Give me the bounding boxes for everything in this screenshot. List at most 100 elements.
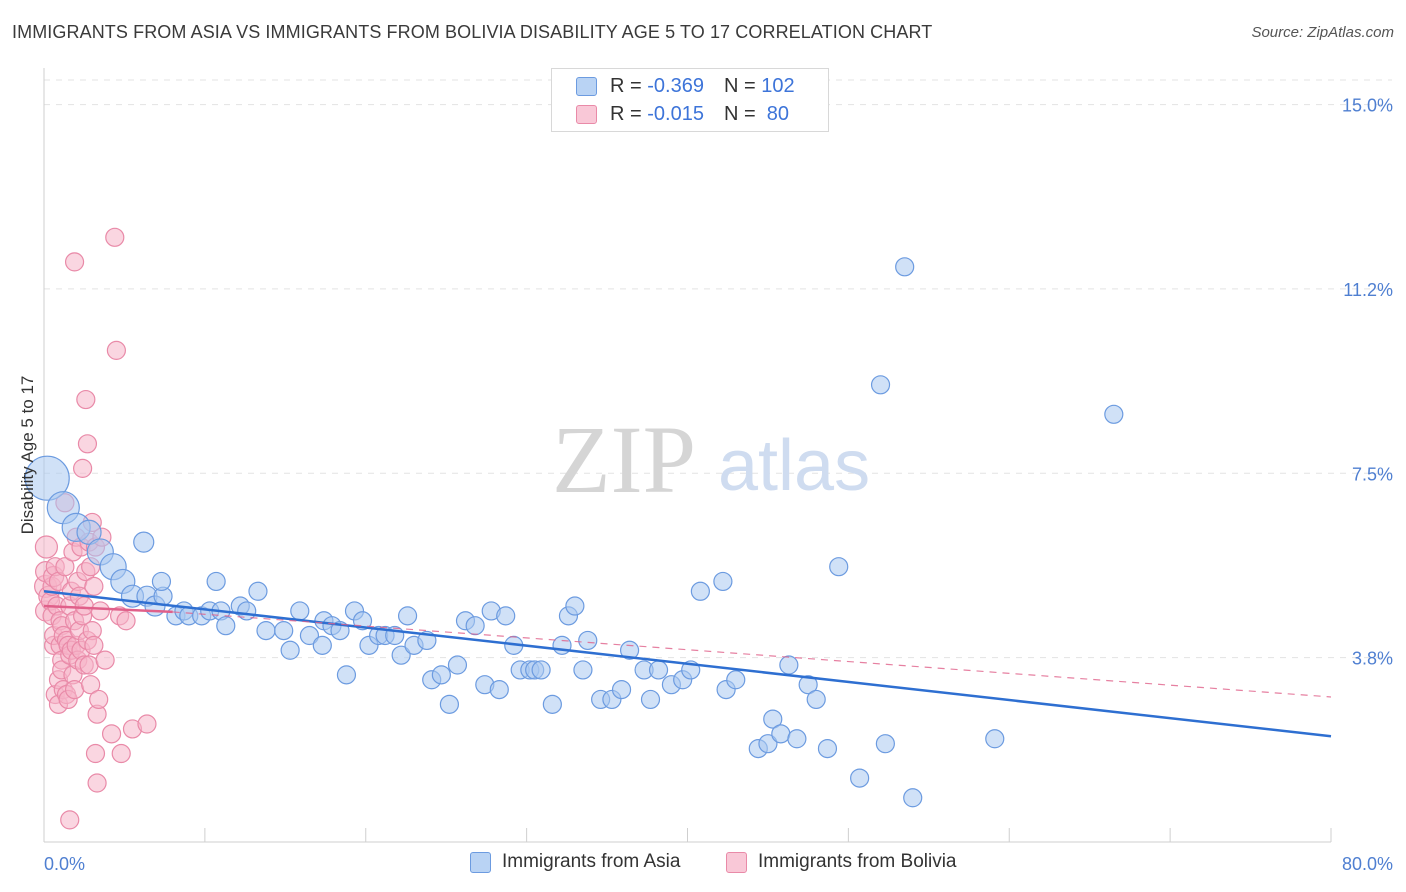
asia-point [447,655,468,675]
bolivia-point [84,635,104,655]
tick-labels: 3.8% 7.5% 11.2% 15.0% 0.0% 80.0% [44,96,1393,874]
asia-point [216,616,236,636]
asia-point [248,581,268,601]
asia-point [397,606,418,626]
legend-r-value-bolivia: -0.015 [647,103,704,125]
bolivia-point [106,340,126,360]
bolivia-point [81,675,101,695]
bolivia-point [55,557,75,577]
asia-point [531,660,551,680]
asia-point [985,729,1005,749]
bolivia-trend-extension [172,611,1332,698]
asia-point [431,665,451,685]
asia-point [391,645,411,665]
asia-point [24,455,70,501]
asia-point [133,531,155,553]
bolivia-point [137,714,157,734]
asia-point [565,596,585,616]
asia-point [489,679,509,700]
asia-point [573,660,593,680]
bolivia-trend-line [43,604,173,614]
asia-point [758,734,778,754]
asia-point [465,616,485,636]
asia-point [290,601,310,621]
legend-row-bolivia: R = -0.015 N = 80 [552,100,828,128]
asia-point [496,606,516,626]
asia-point [578,630,598,651]
asia-point [798,675,818,695]
bolivia-point [95,650,115,670]
bolivia-point [101,724,122,744]
asia-point [870,375,891,395]
asia-point [690,581,710,601]
asia-point [640,689,661,710]
bolivia-point [87,773,107,793]
legend-n-value-asia: 102 [761,75,795,97]
y-tick-label: 7.5% [1352,464,1393,484]
asia-point [76,519,102,545]
bolivia-point [90,601,110,621]
asia-point [274,621,294,641]
asia-point [256,621,276,641]
asia-point [829,557,849,577]
asia-point [299,625,320,646]
asia-point [763,709,783,729]
legend-r-label-bolivia: R = [610,103,648,125]
legend-text-asia: R = -0.369 N = 102 [610,75,795,98]
asia-point [206,571,226,592]
legend-n-label-bolivia: N = [723,103,762,125]
gridlines [44,79,1392,659]
legend-r-label-asia: R = [610,75,648,97]
y-tick-label: 11.2% [1343,280,1393,300]
bottom-legend-label-asia: Immigrants from Asia [502,851,681,872]
asia-point [771,724,791,744]
bolivia-point [60,810,80,830]
legend-row-asia: R = -0.369 N = 102 [552,72,828,100]
y-tick-label: 15.0% [1342,96,1393,116]
asia-point [806,689,826,710]
y-tick-label: 3.8% [1352,649,1393,669]
asia-point [817,738,838,759]
x-tick-label-min: 0.0% [44,854,85,874]
trend-lines [43,590,1332,738]
bolivia-point [73,458,93,478]
bottom-legend-swatch-asia [470,852,491,873]
asia-point [1104,404,1124,424]
bolivia-point [64,252,85,272]
y-axis-label: Disability Age 5 to 17 [18,376,37,535]
asia-point [611,679,632,700]
asia-point [542,694,562,714]
bottom-legend-label-bolivia: Immigrants from Bolivia [758,851,957,872]
asia-point [312,635,332,655]
asia-point [726,670,746,690]
bolivia-point [84,576,104,596]
asia-point [713,571,733,592]
asia-point [280,640,300,660]
asia-point [875,734,895,754]
bolivia-point [111,743,131,764]
legend-r-value-asia: -0.369 [647,75,704,97]
axes [43,68,1332,843]
asia-point [787,729,807,749]
watermark-atlas-text: atlas [718,426,870,506]
bolivia-point [105,227,125,247]
bolivia-point [116,611,136,631]
asia-point [619,640,640,660]
legend-text-bolivia: R = -0.015 N = 80 [610,103,789,126]
bolivia-point [85,743,106,764]
asia-point [648,660,669,680]
asia-point [439,694,460,714]
bolivia-point [89,689,109,710]
chart-title: IMMIGRANTS FROM ASIA VS IMMIGRANTS FROM … [12,22,933,42]
source-credit: Source: ZipAtlas.com [1251,24,1394,41]
bolivia-point [77,434,98,454]
bolivia-point [34,535,59,559]
bolivia-point [74,596,94,616]
x-tick-label-max: 80.0% [1342,854,1393,874]
legend-n-value-bolivia: 80 [761,103,790,125]
asia-point [779,655,799,675]
legend-n-label-asia: N = [723,75,762,97]
asia-point [552,635,572,655]
asia-point [850,768,870,788]
